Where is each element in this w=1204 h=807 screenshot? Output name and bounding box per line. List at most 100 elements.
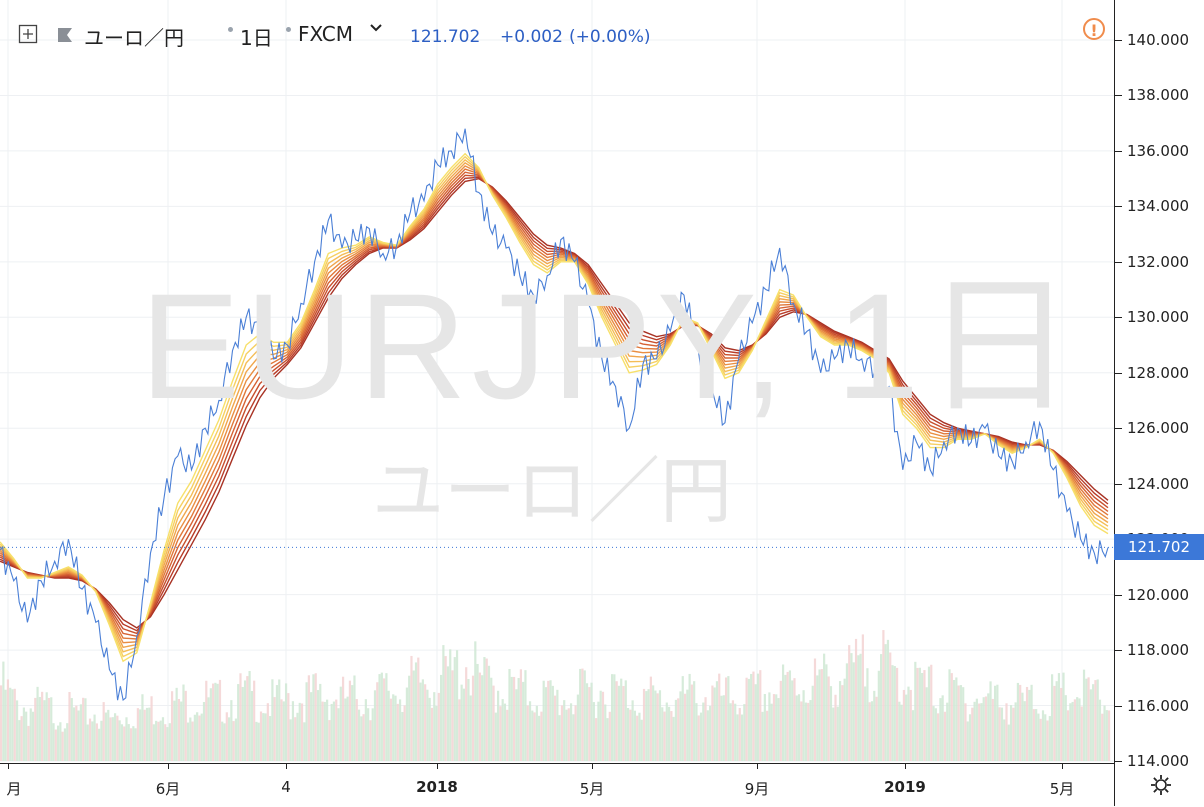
- volume-bar: [351, 685, 354, 761]
- volume-bar: [428, 697, 431, 761]
- volume-bar: [1048, 716, 1051, 761]
- volume-bar: [665, 702, 668, 761]
- volume-bar: [968, 714, 972, 761]
- volume-bar: [303, 722, 306, 761]
- y-tick-mark: [1115, 761, 1122, 762]
- volume-bar: [499, 706, 502, 761]
- exchange-label[interactable]: FXCM: [298, 22, 353, 46]
- volume-bar: [610, 674, 614, 761]
- y-tick-mark: [1115, 317, 1122, 319]
- volume-bar: [1103, 705, 1106, 761]
- volume-bar: [216, 683, 219, 761]
- x-tick-label: 5月: [1049, 780, 1075, 798]
- volume-bar: [134, 728, 137, 761]
- volume-bar: [25, 711, 28, 761]
- volume-bar: [294, 717, 297, 761]
- volume-bar: [371, 708, 374, 761]
- volume-bar: [77, 710, 80, 761]
- volume-bar: [232, 721, 235, 761]
- volume-bar: [823, 653, 826, 761]
- volume-bar: [900, 704, 903, 761]
- volume-bar: [857, 655, 860, 761]
- alert-icon[interactable]: !: [1083, 18, 1105, 40]
- volume-bar: [679, 691, 682, 761]
- volume-bar: [533, 712, 536, 761]
- x-tick-mark: [592, 764, 593, 769]
- volume-bar: [1069, 703, 1072, 761]
- volume-bar: [430, 707, 434, 761]
- volume-bar: [385, 673, 388, 761]
- volume-bar: [927, 666, 931, 761]
- volume-bar: [237, 684, 240, 761]
- volume-bar: [1092, 684, 1095, 761]
- y-tick-mark: [1115, 95, 1122, 97]
- volume-bar: [542, 680, 545, 761]
- volume-bar: [686, 689, 689, 761]
- volume-bar: [1016, 682, 1020, 761]
- volume-bar: [567, 708, 570, 761]
- volume-bar: [22, 707, 25, 761]
- volume-bar: [649, 676, 652, 761]
- time-axis[interactable]: 月 6月 4 2018 5月 9月 2019 5月: [0, 763, 1114, 807]
- volume-bar: [2, 661, 5, 761]
- volume-bar: [1105, 710, 1108, 761]
- gear-icon[interactable]: [1150, 774, 1172, 796]
- volume-bar: [61, 731, 64, 761]
- volume-bar: [861, 634, 864, 761]
- volume-bar: [45, 692, 48, 761]
- volume-bar: [312, 674, 315, 761]
- volume-bar: [1009, 705, 1013, 761]
- volume-bar: [788, 670, 792, 761]
- volume-bar: [444, 656, 447, 761]
- volume-bar: [1028, 689, 1031, 761]
- volume-bar: [47, 697, 51, 761]
- volume-bar: [1005, 703, 1008, 761]
- volume-bar: [100, 720, 103, 761]
- volume-bar: [984, 696, 988, 761]
- volume-bar: [408, 675, 411, 761]
- volume-bar: [528, 701, 532, 761]
- volume-bar: [394, 695, 397, 761]
- volume-bar: [777, 698, 780, 761]
- volume-bar: [964, 703, 967, 761]
- plus-square-icon[interactable]: [18, 24, 38, 44]
- volume-bar: [465, 667, 468, 761]
- volume-bar: [323, 701, 326, 761]
- volume-bar: [642, 688, 646, 761]
- volume-bar: [925, 687, 928, 761]
- volume-bar: [647, 689, 650, 761]
- price-change: +0.002: [500, 27, 563, 47]
- volume-bar: [524, 670, 527, 761]
- volume-bar: [763, 694, 766, 761]
- volume-bar: [937, 713, 940, 761]
- interval-label[interactable]: 1日: [240, 26, 273, 50]
- volume-bar: [1044, 714, 1047, 761]
- price-axis[interactable]: 140.000 138.000 136.000 134.000 132.000 130.0…: [1114, 0, 1204, 806]
- volume-bar: [20, 716, 23, 761]
- symbol-name[interactable]: ユーロ／円: [84, 26, 184, 50]
- volume-bar: [957, 685, 960, 761]
- volume-bar: [615, 681, 618, 761]
- volume-bar: [576, 694, 579, 761]
- volume-bar: [123, 726, 126, 761]
- volume-bar: [43, 700, 46, 761]
- volume-bar: [895, 667, 899, 761]
- y-tick-label: 130.000: [1127, 308, 1190, 327]
- volume-bar: [410, 655, 413, 761]
- price-chart[interactable]: [0, 0, 1114, 763]
- volume-bar: [180, 701, 183, 761]
- volume-bar: [335, 699, 338, 761]
- flag-icon[interactable]: [56, 26, 74, 44]
- volume-bar: [734, 703, 737, 761]
- volume-bar: [84, 698, 87, 761]
- volume-bar: [745, 677, 748, 761]
- volume-bar: [11, 689, 14, 761]
- description-watermark: ユーロ／円: [372, 452, 733, 532]
- volume-bar: [330, 703, 333, 761]
- chevron-down-icon[interactable]: [369, 20, 383, 34]
- volume-bar: [305, 682, 308, 761]
- volume-bar: [483, 657, 486, 761]
- volume-bar: [310, 692, 313, 761]
- volume-bar: [367, 708, 370, 761]
